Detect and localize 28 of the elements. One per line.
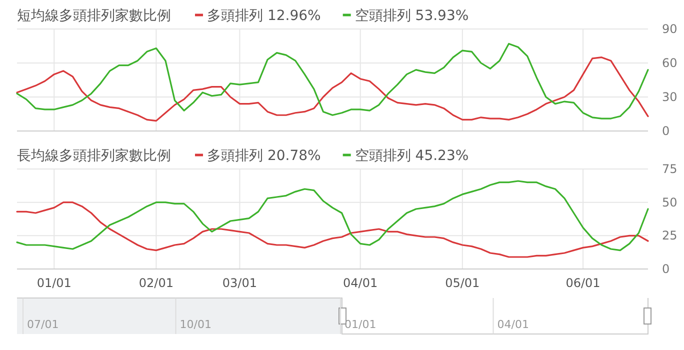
x-tick-label: 06/01 [566, 276, 600, 290]
y-tick-label: 90 [662, 22, 678, 36]
x-tick-label: 01/01 [36, 276, 72, 290]
legend-label: 空頭排列 45.23% [354, 148, 469, 164]
y-tick-label: 25 [662, 228, 678, 243]
text: 10/01 [180, 318, 212, 331]
line-series [16, 180, 649, 252]
line-series [16, 56, 649, 122]
y-tick-label: 0 [662, 262, 670, 276]
y-tick-label: 75 [662, 162, 678, 176]
x-tick-label: 05/01 [445, 276, 480, 290]
line-series [16, 202, 649, 258]
y-tick-label: 30 [662, 90, 678, 104]
line-series [16, 42, 649, 120]
text: 04/01 [497, 318, 529, 331]
text: 07/01 [27, 318, 59, 331]
chart-title: 短均線多頭排列家數比例 [17, 8, 171, 24]
x-tick-label: 02/01 [138, 276, 174, 290]
legend-label: 空頭排列 53.93% [354, 8, 469, 24]
y-tick-label: 50 [662, 195, 678, 210]
x-tick-label: 04/01 [343, 276, 378, 290]
y-tick-label: 60 [662, 56, 678, 70]
y-tick-label: 0 [662, 124, 670, 138]
legend-label: 多頭排列 20.78% [207, 148, 321, 164]
text: 01/01 [344, 318, 376, 331]
legend-label: 多頭排列 12.96% [207, 8, 321, 24]
x-tick-label: 03/01 [222, 276, 258, 290]
chart-title: 長均線多頭排列家數比例 [17, 148, 171, 164]
